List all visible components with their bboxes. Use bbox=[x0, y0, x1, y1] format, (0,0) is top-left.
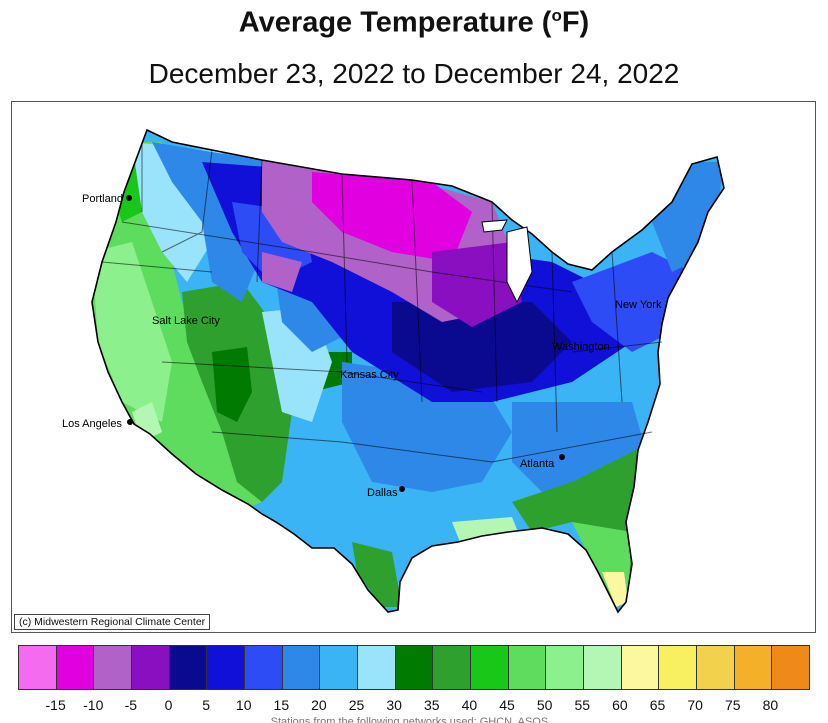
legend-swatch bbox=[94, 646, 133, 689]
legend-swatch bbox=[395, 646, 434, 689]
legend-tick-label: 25 bbox=[348, 697, 365, 713]
city-label-washington: Washington bbox=[552, 341, 610, 353]
legend-tick-label: 5 bbox=[202, 697, 210, 713]
legend-tick-label: 80 bbox=[762, 697, 779, 713]
city-marker-los-angeles bbox=[127, 419, 133, 425]
legend-tick-label: 70 bbox=[687, 697, 703, 713]
legend-tick-label: 40 bbox=[461, 697, 478, 713]
color-legend bbox=[18, 645, 810, 690]
legend-swatch bbox=[508, 646, 547, 689]
legend-swatch bbox=[433, 646, 472, 689]
city-label-kansas-city: Kansas City bbox=[340, 369, 399, 381]
city-marker-portland bbox=[126, 195, 132, 201]
legend-tick-label: 60 bbox=[612, 697, 628, 713]
legend-swatch bbox=[169, 646, 208, 689]
city-label-dallas: Dallas bbox=[367, 487, 398, 499]
legend-tick-label: 65 bbox=[649, 697, 666, 713]
legend-swatch bbox=[659, 646, 698, 689]
legend-tick-label: 75 bbox=[724, 697, 741, 713]
legend-swatch bbox=[772, 646, 810, 689]
legend-swatch bbox=[56, 646, 95, 689]
city-marker-atlanta bbox=[559, 454, 565, 460]
legend-tick-label: 35 bbox=[424, 697, 440, 713]
legend-tick-label: 20 bbox=[311, 697, 327, 713]
map-title: Average Temperature (oF) bbox=[238, 6, 590, 39]
legend-swatch bbox=[320, 646, 359, 689]
legend-swatch bbox=[358, 646, 396, 689]
legend-swatch bbox=[282, 646, 321, 689]
legend-tick-label: 45 bbox=[499, 697, 515, 713]
city-label-new-york: New York bbox=[615, 299, 662, 311]
legend-swatch bbox=[621, 646, 660, 689]
legend-tick-label: -5 bbox=[124, 697, 138, 713]
legend-tick-label: 0 bbox=[164, 697, 173, 713]
map-subtitle: December 23, 2022 to December 24, 2022 bbox=[148, 58, 680, 89]
legend-swatch bbox=[546, 646, 585, 689]
legend-swatch bbox=[19, 646, 57, 689]
temperature-map: Portland Salt Lake City Los Angeles Kans… bbox=[11, 101, 816, 633]
city-label-atlanta: Atlanta bbox=[520, 458, 555, 470]
legend-tick-label: 15 bbox=[273, 697, 290, 713]
legend-swatch bbox=[245, 646, 283, 689]
city-label-los-angeles: Los Angeles bbox=[62, 418, 122, 430]
city-label-portland: Portland bbox=[82, 193, 123, 205]
legend-ticks: -15 -10 -5 0 5 10 15 20 25 30 35 40 45 50 55 60 65 70 75 80 bbox=[18, 697, 808, 715]
legend-swatch bbox=[207, 646, 246, 689]
credit-label: (c) Midwestern Regional Climate Center bbox=[14, 614, 211, 630]
city-label-salt-lake-city: Salt Lake City bbox=[152, 315, 220, 327]
legend-tick-label: -15 bbox=[45, 697, 66, 713]
legend-tick-label: 50 bbox=[536, 697, 553, 713]
legend-swatch bbox=[697, 646, 735, 689]
legend-swatch bbox=[471, 646, 509, 689]
footnote: Stations from the following networks use… bbox=[270, 716, 558, 723]
legend-swatch bbox=[734, 646, 773, 689]
legend-tick-label: 30 bbox=[386, 697, 402, 713]
legend-swatch bbox=[584, 646, 622, 689]
legend-tick-label: 55 bbox=[574, 697, 591, 713]
legend-tick-label: 10 bbox=[235, 697, 252, 713]
legend-tick-label: -10 bbox=[83, 697, 104, 713]
city-marker-dallas bbox=[399, 486, 405, 492]
legend-swatch bbox=[132, 646, 170, 689]
